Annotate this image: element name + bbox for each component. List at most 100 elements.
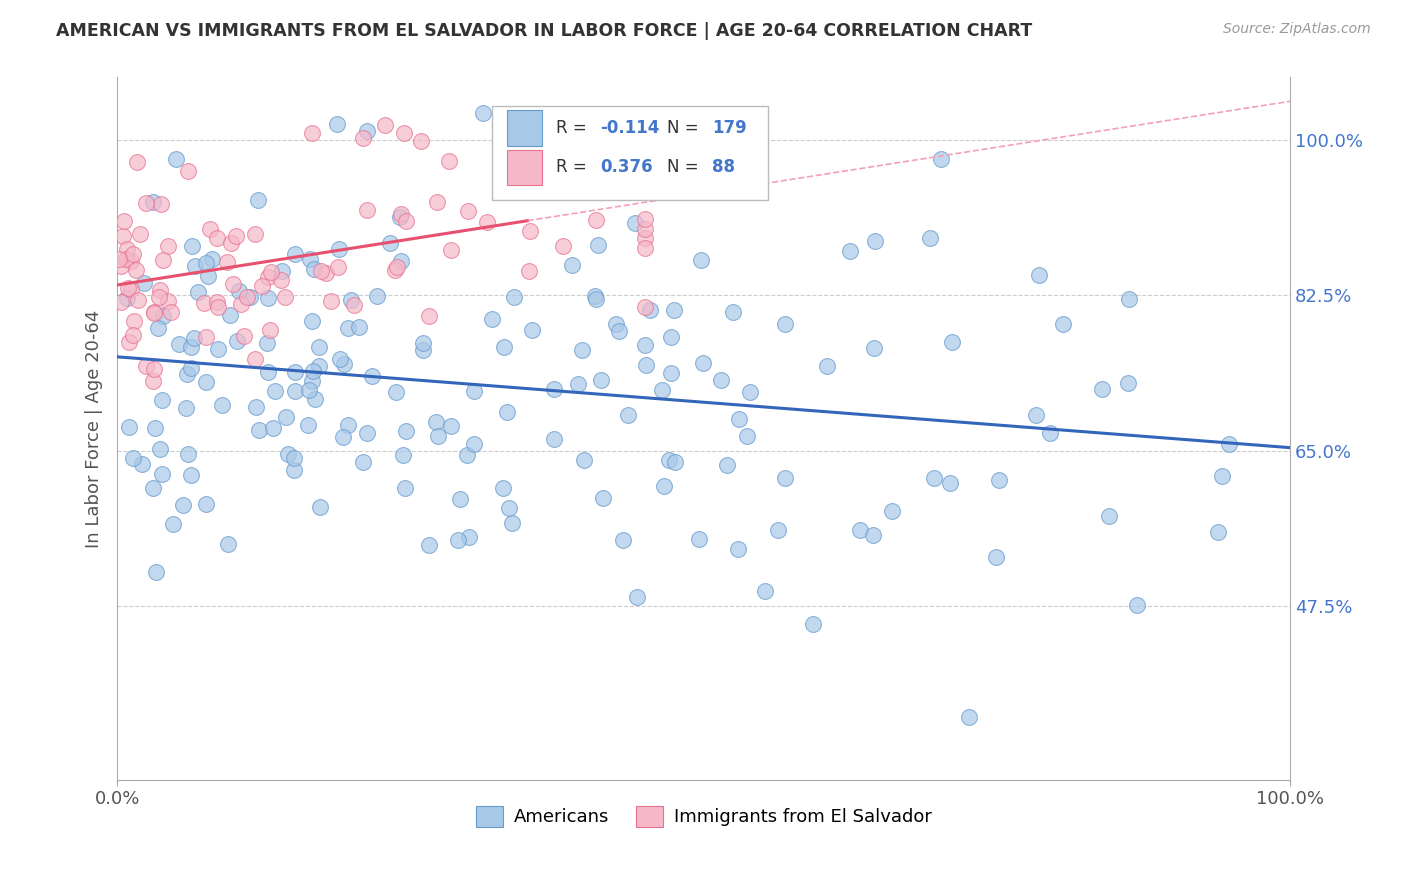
Point	[284, 246, 307, 260]
Point	[127, 154, 149, 169]
Point	[721, 305, 744, 319]
Point	[226, 334, 249, 349]
Point	[142, 362, 165, 376]
Point	[184, 259, 207, 273]
Point	[215, 255, 238, 269]
Point	[929, 152, 952, 166]
Point	[471, 106, 494, 120]
Point	[352, 131, 374, 145]
Point	[340, 293, 363, 307]
Point	[688, 533, 710, 547]
Point	[737, 429, 759, 443]
Point	[183, 331, 205, 345]
Point	[449, 492, 471, 507]
Point	[710, 373, 733, 387]
Text: 179: 179	[711, 119, 747, 137]
Point	[205, 231, 228, 245]
Point	[328, 260, 350, 275]
Point	[257, 292, 280, 306]
Point	[425, 415, 447, 429]
Point	[245, 400, 267, 414]
Point	[270, 273, 292, 287]
Point	[176, 367, 198, 381]
Point	[395, 424, 418, 438]
Text: N =: N =	[668, 158, 704, 177]
Point	[617, 408, 640, 422]
Point	[411, 134, 433, 148]
Point	[418, 309, 440, 323]
Text: N =: N =	[668, 119, 704, 137]
Point	[111, 229, 134, 244]
Point	[121, 247, 143, 261]
Point	[440, 243, 463, 257]
Point	[122, 328, 145, 343]
Point	[1028, 268, 1050, 282]
Point	[246, 193, 269, 207]
Point	[918, 231, 941, 245]
Point	[591, 183, 613, 197]
Point	[636, 358, 658, 372]
Point	[257, 269, 280, 284]
Bar	[492, 105, 768, 201]
Point	[605, 317, 627, 331]
Point	[412, 335, 434, 350]
Point	[308, 359, 330, 374]
Point	[347, 320, 370, 334]
Point	[142, 481, 165, 495]
Point	[551, 239, 574, 253]
Point	[197, 269, 219, 284]
Point	[181, 239, 204, 253]
Text: Source: ZipAtlas.com: Source: ZipAtlas.com	[1223, 22, 1371, 37]
Point	[492, 340, 515, 354]
Point	[1091, 382, 1114, 396]
Point	[120, 253, 142, 268]
Point	[389, 254, 412, 268]
Point	[180, 340, 202, 354]
Point	[156, 293, 179, 308]
Point	[519, 223, 541, 237]
Point	[243, 352, 266, 367]
Point	[135, 195, 157, 210]
Point	[160, 305, 183, 319]
Point	[148, 321, 170, 335]
Point	[583, 289, 606, 303]
Point	[143, 306, 166, 320]
Point	[283, 463, 305, 477]
Point	[205, 295, 228, 310]
Point	[229, 297, 252, 311]
Point	[564, 127, 586, 141]
Point	[315, 267, 337, 281]
Point	[592, 491, 614, 506]
Point	[1025, 409, 1047, 423]
Point	[301, 313, 323, 327]
Point	[508, 159, 530, 173]
Point	[142, 304, 165, 318]
Point	[264, 384, 287, 399]
Point	[766, 523, 789, 537]
Point	[634, 300, 657, 314]
Point	[801, 617, 824, 632]
Point	[259, 323, 281, 337]
Point	[716, 458, 738, 473]
Point	[228, 284, 250, 298]
Point	[343, 298, 366, 312]
Point	[180, 467, 202, 482]
Point	[838, 244, 860, 259]
Point	[395, 213, 418, 227]
Point	[492, 481, 515, 495]
Point	[754, 584, 776, 599]
Point	[277, 447, 299, 461]
Point	[122, 314, 145, 328]
Point	[301, 364, 323, 378]
Point	[187, 285, 209, 300]
Point	[738, 384, 761, 399]
Point	[616, 161, 638, 175]
Point	[110, 295, 132, 310]
Point	[988, 473, 1011, 487]
Point	[110, 259, 132, 273]
Point	[922, 471, 945, 485]
Point	[283, 451, 305, 466]
Point	[198, 222, 221, 236]
Point	[727, 541, 749, 556]
Text: R =: R =	[555, 158, 592, 177]
